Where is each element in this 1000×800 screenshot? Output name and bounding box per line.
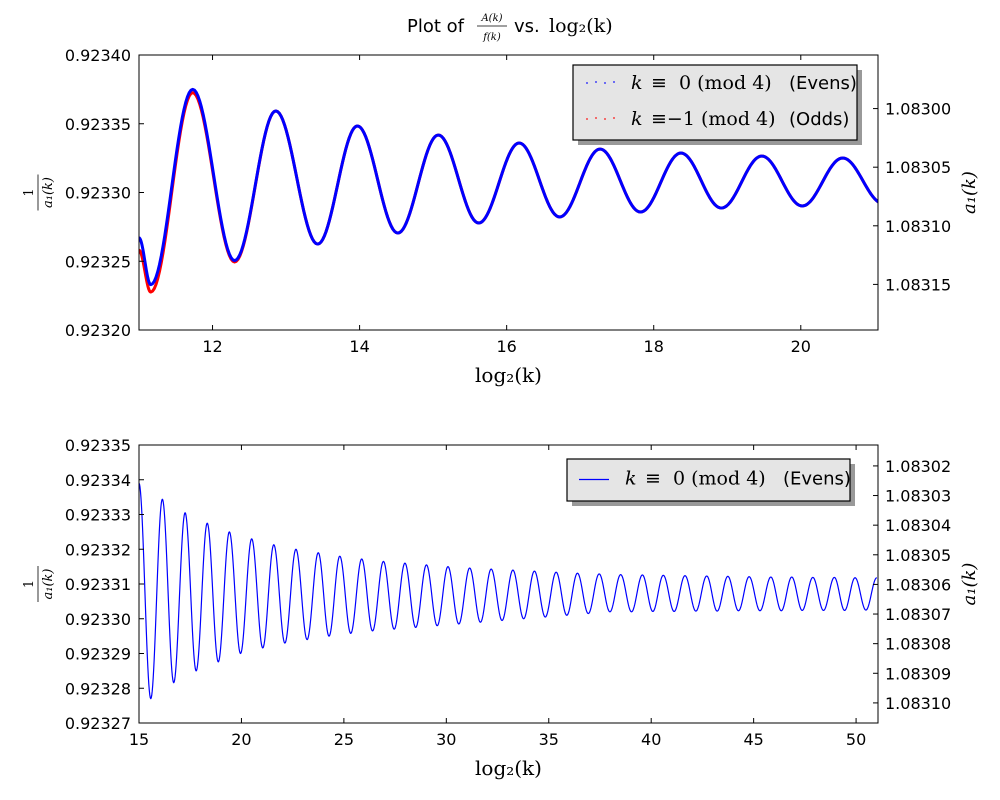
figure-title: Plot of A(k) f(k) vs. log₂(k) [407,13,613,43]
y-tick-label: 0.92335 [65,436,131,455]
y-tick-label: 0.92329 [65,645,131,664]
legend-var: k [631,108,643,130]
legend-dot-marker [586,118,588,120]
y-tick-label: 0.92332 [65,540,131,559]
legend-item-odds: k ≡−1 (mod 4) (Odds) [586,108,849,130]
legend-item-evens: k ≡ 0 (mod 4) (Evens) [579,468,851,490]
y-right-axis-label: a₁(k) [959,563,980,606]
legend-label: (Evens) [789,73,857,94]
x-tick-label: 45 [743,730,763,749]
y-tick-label: 0.92331 [65,575,131,594]
y-tick-label: 0.92333 [65,506,131,525]
legend-var: k [625,468,637,490]
y-label-denominator: a₁(k) [41,569,56,600]
y-axis-label: 1 a₁(k) [22,174,56,211]
legend-box [566,458,851,502]
y-right-tick-label: 1.08307 [885,605,951,624]
y-right-tick-label: 1.08315 [885,275,951,294]
legend-label: (Evens) [783,469,851,490]
title-prefix: Plot of [407,16,465,37]
y-tick-label: 0.92340 [65,46,131,65]
legend-box [572,64,858,141]
y-tick-label: 0.92320 [65,321,131,340]
y-right-tick-label: 1.08309 [885,664,951,683]
title-denominator: f(k) [482,32,501,43]
x-tick-label: 25 [334,730,354,749]
y-label-numerator: 1 [22,188,37,196]
series-line-evens [139,482,877,700]
legend-dot-marker [604,118,606,120]
chart-2: 15 20 25 30 35 40 45 50 0.92327 0.92328 0.92329 0.9… [22,436,980,780]
y-tick-label: 0.92328 [65,679,131,698]
x-axis-label: log₂(k) [475,363,542,387]
y-right-tick-label: 1.08310 [885,694,951,713]
legend-expr: ≡ 0 (mod 4) [645,468,766,490]
title-expr: log₂(k) [549,15,613,37]
legend-dot-marker [595,81,597,83]
x-tick-label: 14 [349,337,369,356]
plot-area [139,482,877,700]
x-tick-label: 20 [231,730,251,749]
legend-expr: ≡ 0 (mod 4) [651,72,772,94]
legend-label: (Odds) [789,109,849,130]
x-tick-label: 15 [129,730,149,749]
y-right-tick-label: 1.08306 [885,575,951,594]
x-tick-label: 30 [436,730,456,749]
legend: k ≡ 0 (mod 4) (Evens) k ≡−1 (mod 4) (Odds) [572,64,862,145]
y-tick-label: 0.92335 [65,115,131,134]
y-axis-label: 1 a₁(k) [22,566,56,602]
y-tick-label: 0.92330 [65,610,131,629]
y-label-denominator: a₁(k) [41,177,56,208]
x-tick-label: 18 [644,337,664,356]
y-tick-label: 0.92334 [65,471,131,490]
y-right-axis-label: a₁(k) [959,171,980,214]
legend-dot-marker [595,117,597,119]
y-label-numerator: 1 [22,580,37,588]
y-right-tick-label: 1.08305 [885,158,951,177]
legend-dot-marker [586,82,588,84]
y-tick-label: 0.92330 [65,184,131,203]
series-line-evens [139,87,878,287]
y-right-tick-label: 1.08308 [885,635,951,654]
x-tick-label: 12 [202,337,222,356]
y-right-tick-label: 1.08304 [885,516,951,535]
legend-var: k [631,72,643,94]
chart-1: 12 14 16 18 20 0.92320 0.92325 0.92330 0.92335 0.… [22,46,980,387]
x-tick-label: 40 [641,730,661,749]
y-tick-label: 0.92325 [65,252,131,271]
x-tick-label: 35 [539,730,559,749]
x-tick-label: 50 [846,730,866,749]
legend: k ≡ 0 (mod 4) (Evens) [566,458,855,506]
y-tick-label: 0.92327 [65,714,131,733]
legend-item-evens: k ≡ 0 (mod 4) (Evens) [586,72,857,94]
title-mid: vs. [514,16,540,37]
y-right-tick-label: 1.08305 [885,546,951,565]
title-numerator: A(k) [480,13,502,24]
legend-dot-marker [613,117,615,119]
legend-expr: ≡−1 (mod 4) [651,108,776,130]
x-tick-label: 20 [791,337,811,356]
y-right-tick-label: 1.08303 [885,487,951,506]
y-right-tick-label: 1.08300 [885,100,951,119]
legend-dot-marker [613,81,615,83]
x-axis-label: log₂(k) [475,756,542,780]
y-right-tick-label: 1.08302 [885,457,951,476]
y-right-tick-label: 1.08310 [885,217,951,236]
legend-dot-marker [604,82,606,84]
plot-area [139,87,878,294]
x-tick-label: 16 [496,337,516,356]
